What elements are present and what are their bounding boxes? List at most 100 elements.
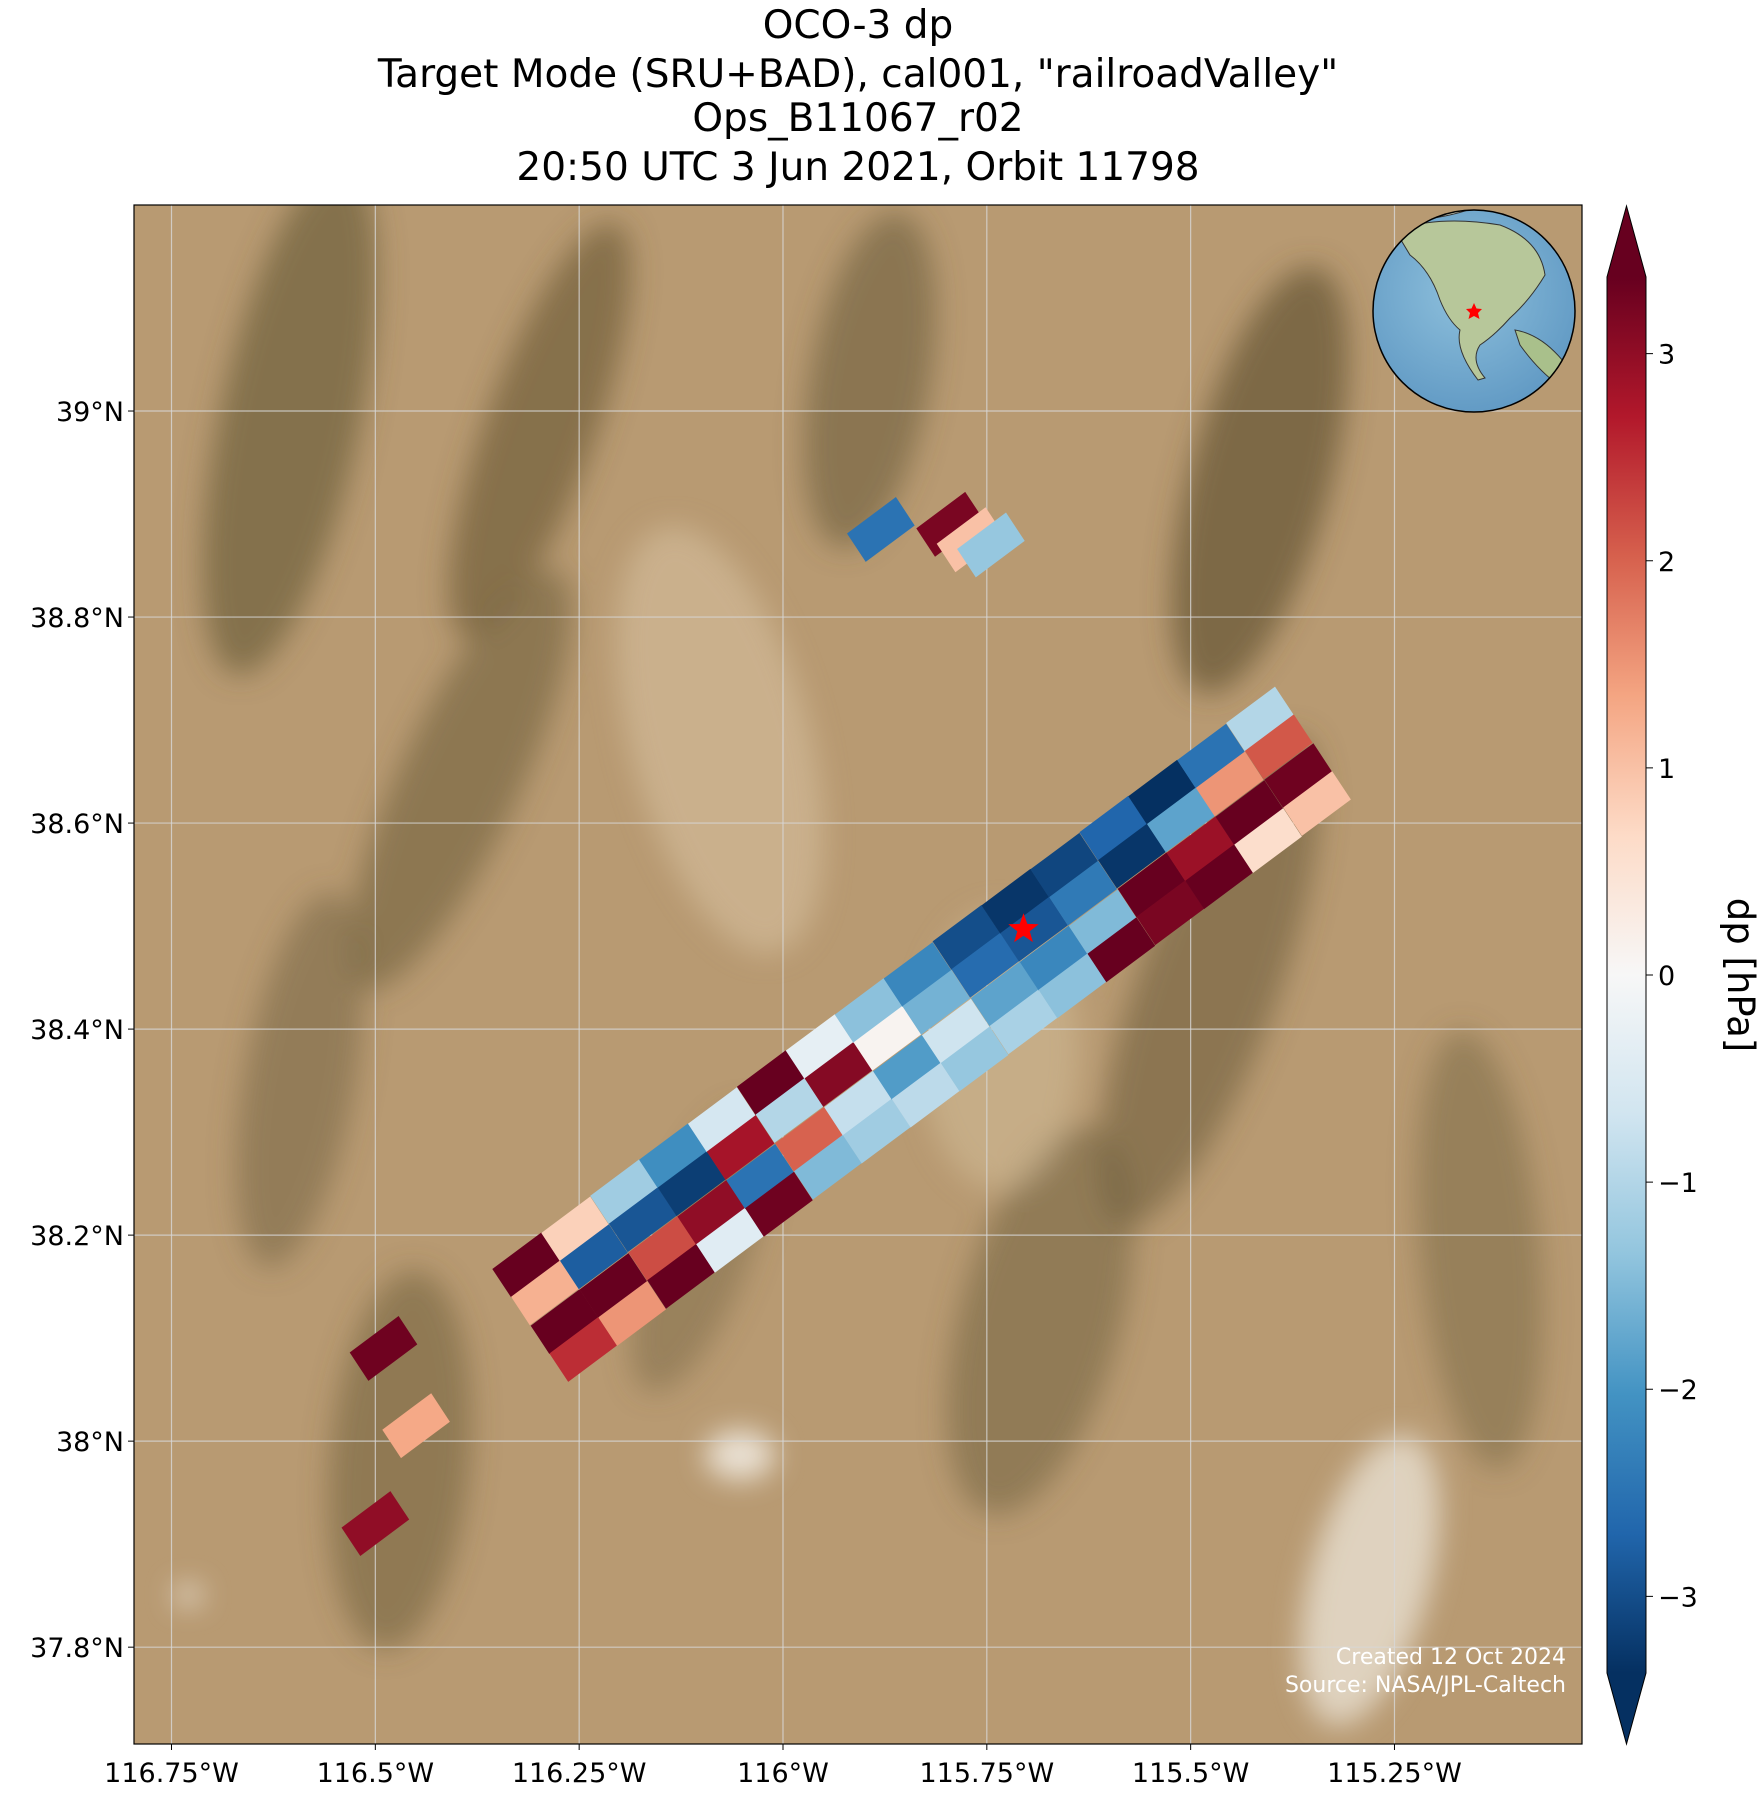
- globe-target-star: [1466, 303, 1482, 319]
- footprint: [647, 1243, 715, 1309]
- footprint: [794, 1134, 862, 1200]
- footprint: [981, 868, 1050, 934]
- footprint: [1147, 787, 1215, 853]
- plot-frame: [133, 204, 1583, 1745]
- footprint: [492, 1232, 560, 1298]
- title-line: OCO-3 dp: [763, 3, 954, 48]
- footprint: [706, 1115, 775, 1180]
- footprint: [824, 1070, 892, 1136]
- footprint: [1000, 896, 1068, 962]
- footprint: [785, 1014, 854, 1080]
- y-tick-label: 37.8°N: [30, 1633, 124, 1664]
- footprint: [989, 989, 1058, 1055]
- footprint: [847, 497, 915, 562]
- footprint: [1234, 808, 1302, 873]
- footprint: [657, 1151, 726, 1217]
- title-block: OCO-3 dp Target Mode (SRU+BAD), cal001, …: [377, 3, 1338, 190]
- footprint: [932, 905, 1001, 970]
- colorbar-gradient: [1607, 277, 1646, 1673]
- x-tick-label: 116.75°W: [104, 1758, 239, 1789]
- x-tick-label: 116°W: [737, 1758, 829, 1789]
- globe-outline: [1372, 209, 1576, 413]
- footprint: [1098, 823, 1166, 889]
- footprint: [1195, 751, 1264, 817]
- footprint: [842, 1098, 911, 1164]
- footprint: [940, 1026, 1009, 1092]
- footprint: [1244, 714, 1313, 780]
- footprint: [696, 1207, 764, 1273]
- footprint: [1264, 743, 1333, 809]
- credit: Created 12 Oct 2024: [1336, 1645, 1566, 1670]
- footprint: [1068, 889, 1137, 955]
- footprint: [1215, 780, 1284, 846]
- footprint: [608, 1187, 677, 1253]
- footprint: [530, 1289, 599, 1355]
- title-line: Target Mode (SRU+BAD), cal001, "railroad…: [377, 52, 1338, 97]
- y-tick-label: 38.4°N: [30, 1015, 124, 1046]
- y-tick-label: 38.6°N: [30, 809, 124, 840]
- colorbar-tick-label: 0: [1658, 961, 1675, 992]
- colorbar-tick-label: −1: [1658, 1168, 1698, 1199]
- colorbar-tick-label: 1: [1658, 754, 1675, 785]
- footprint: [541, 1196, 609, 1262]
- footprint: [1019, 925, 1088, 991]
- footprint: [834, 978, 903, 1043]
- footprint: [970, 961, 1039, 1027]
- footprint: [902, 969, 971, 1035]
- x-tick-label: 115.5°W: [1132, 1758, 1250, 1789]
- footprint: [1226, 686, 1294, 752]
- footprint: [755, 1078, 824, 1143]
- footprint: [883, 942, 952, 1007]
- title-line: 20:50 UTC 3 Jun 2021, Orbit 11798: [516, 145, 1199, 190]
- x-tick-label: 116.5°W: [317, 1758, 435, 1789]
- axes: 116.75°W 116.5°W 116.25°W 116°W 115.75°W 115.…: [30, 397, 1462, 1789]
- footprint: [1283, 771, 1351, 836]
- colorbar: dp [hPa] −3 −2 −1 0 1 2 3: [1606, 204, 1758, 1746]
- footprint: [511, 1260, 579, 1326]
- footprint: [688, 1087, 756, 1153]
- colorbar-extend-max: [1607, 206, 1646, 277]
- footprint: [873, 1034, 941, 1100]
- footprint: [745, 1171, 813, 1237]
- basemap: [134, 205, 1582, 1744]
- footprint: [1117, 852, 1186, 918]
- footprint: [579, 1253, 648, 1318]
- footprint: [736, 1050, 805, 1116]
- target-star: [1008, 913, 1039, 943]
- footprint: [916, 491, 984, 557]
- credit: Source: NASA/JPL-Caltech: [1285, 1673, 1566, 1698]
- footprint: [1087, 917, 1156, 983]
- footprint: [951, 932, 1019, 998]
- footprint: [853, 1005, 922, 1071]
- footprint: [549, 1317, 618, 1382]
- colorbar-tick-label: 2: [1658, 547, 1675, 578]
- swath: [341, 491, 1351, 1556]
- colorbar-tick-label: −3: [1658, 1582, 1698, 1613]
- footprint: [639, 1123, 707, 1189]
- inset-globe: [1372, 209, 1576, 413]
- title-line: Ops_B11067_r02: [692, 96, 1023, 141]
- footprint: [349, 1316, 418, 1381]
- footprint: [1185, 844, 1253, 910]
- footprint: [891, 1062, 960, 1128]
- footprint: [341, 1491, 410, 1556]
- y-tick-label: 38.8°N: [30, 603, 124, 634]
- colorbar-label: dp [hPa]: [1719, 898, 1758, 1052]
- colorbar-outline: [1606, 204, 1647, 1746]
- colorbar-extend-min: [1607, 1673, 1646, 1744]
- footprint: [628, 1216, 697, 1281]
- footprint: [1030, 832, 1099, 898]
- footprint: [1136, 880, 1205, 946]
- footprint: [1177, 723, 1245, 789]
- footprint: [1049, 860, 1117, 926]
- footprint: [1128, 759, 1196, 825]
- x-tick-label: 116.25°W: [512, 1758, 647, 1789]
- footprint: [677, 1180, 746, 1245]
- footprint: [804, 1042, 873, 1107]
- footprint: [922, 998, 990, 1064]
- footprint: [1038, 953, 1107, 1019]
- y-tick-label: 39°N: [56, 397, 124, 428]
- footprint: [775, 1106, 843, 1172]
